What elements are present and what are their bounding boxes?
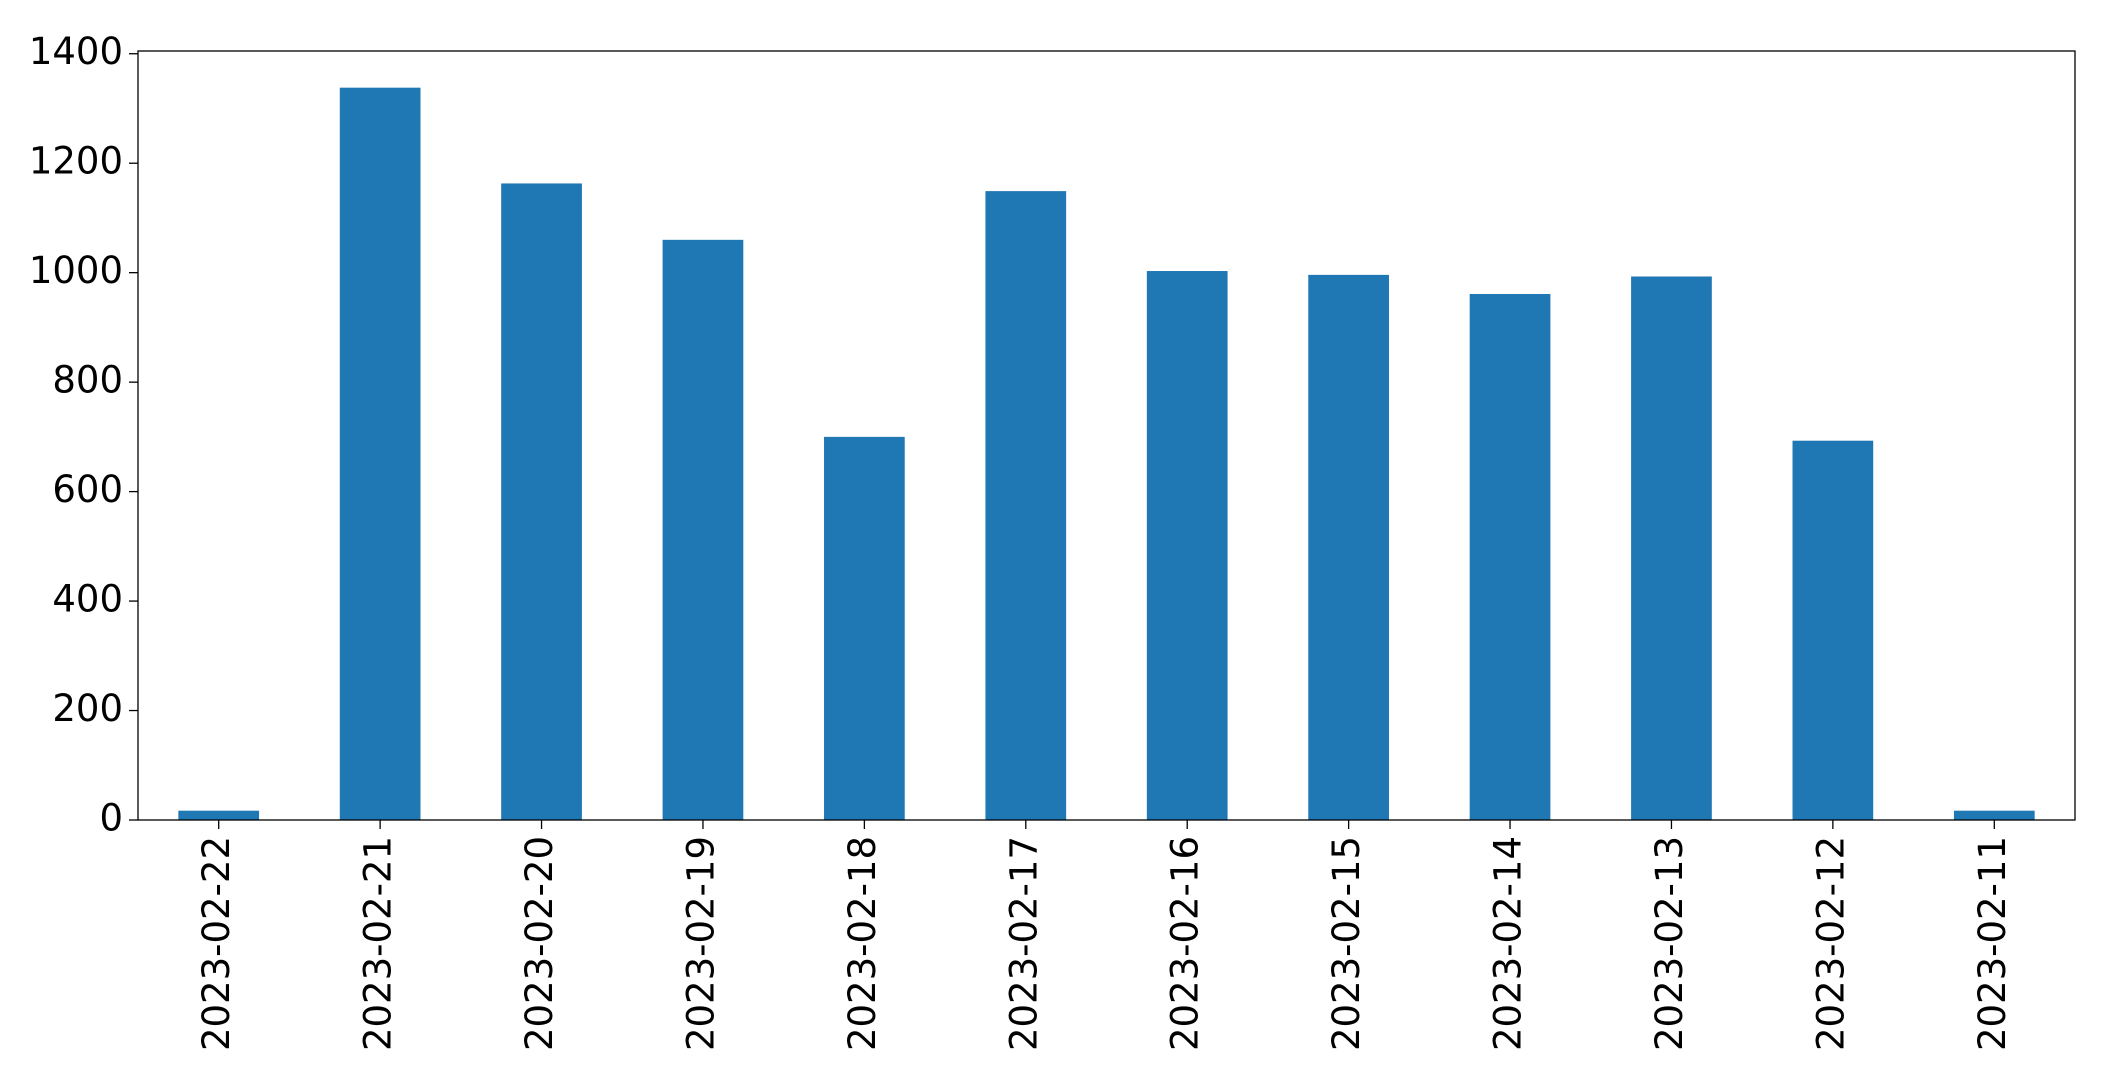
bar bbox=[1469, 294, 1551, 820]
x-tick-label: 2023-02-22 bbox=[195, 836, 238, 1051]
bar bbox=[1953, 810, 2035, 820]
x-tick-label: 2023-02-15 bbox=[1325, 836, 1368, 1051]
bar bbox=[1146, 271, 1228, 820]
bar bbox=[824, 436, 905, 820]
x-tick-label: 2023-02-19 bbox=[679, 836, 722, 1051]
y-tick-label: 1200 bbox=[29, 140, 123, 183]
x-tick-label: 2023-02-18 bbox=[841, 836, 884, 1051]
x-tick-label: 2023-02-12 bbox=[1809, 836, 1852, 1051]
y-tick-label: 1000 bbox=[29, 249, 123, 292]
bar bbox=[178, 810, 260, 820]
bar bbox=[1631, 276, 1712, 820]
x-tick-label: 2023-02-21 bbox=[357, 836, 400, 1051]
x-tick-label: 2023-02-16 bbox=[1164, 836, 1207, 1051]
plot-frame bbox=[137, 50, 2076, 821]
x-tick-label: 2023-02-11 bbox=[1971, 836, 2014, 1051]
y-tick-label: 800 bbox=[52, 359, 123, 402]
x-tick-label: 2023-02-14 bbox=[1487, 836, 1530, 1051]
y-tick-label: 600 bbox=[52, 468, 123, 511]
bar bbox=[1308, 274, 1389, 820]
x-tick-label: 2023-02-13 bbox=[1648, 836, 1691, 1051]
y-tick-label: 1400 bbox=[29, 30, 123, 73]
bar bbox=[339, 87, 421, 821]
bar bbox=[985, 191, 1067, 821]
bar bbox=[1792, 440, 1874, 820]
x-tick-label: 2023-02-20 bbox=[518, 836, 561, 1051]
x-tick-label: 2023-02-17 bbox=[1002, 836, 1045, 1051]
y-tick-label: 0 bbox=[99, 797, 123, 840]
bar bbox=[501, 183, 582, 820]
y-tick-label: 200 bbox=[52, 687, 123, 730]
bar bbox=[662, 239, 744, 821]
y-tick-label: 400 bbox=[52, 578, 123, 621]
